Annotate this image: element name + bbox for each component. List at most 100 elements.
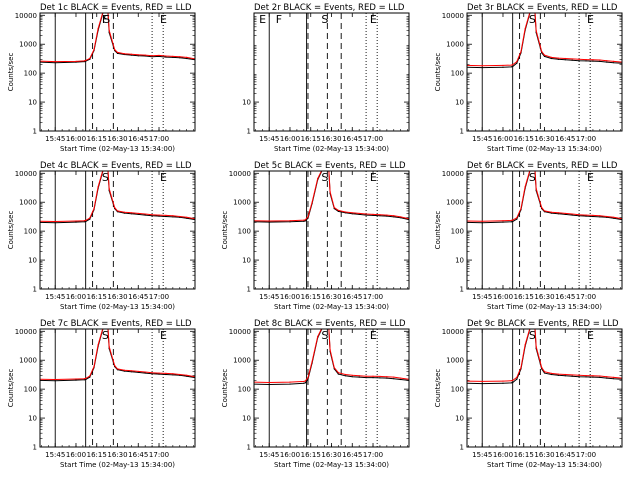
lld-data-point: [83, 220, 85, 222]
plot-frame: [39, 170, 196, 290]
lld-data-point: [186, 216, 188, 218]
lld-data-point: [613, 216, 615, 218]
lld-data-point: [606, 60, 608, 62]
lld-data-point: [400, 216, 402, 218]
x-axis-label: Start Time (02-May-13 15:34:00): [274, 461, 389, 469]
x-tick-label: 16:30: [107, 451, 127, 459]
x-tick-label: 16:30: [534, 293, 554, 301]
y-tick-label: 100: [451, 228, 464, 236]
panel-title: Det 8c BLACK = Events, RED = LLD: [254, 319, 406, 329]
x-tick-label: 16:00: [280, 135, 300, 143]
y-tick-label: 1: [247, 444, 251, 452]
lld-data-point: [144, 54, 146, 56]
lld-data-point: [613, 60, 615, 62]
plot-area: [40, 13, 195, 131]
y-axis-label: Counts/sec: [221, 369, 229, 408]
lld-data-point: [535, 30, 537, 32]
events-data-point: [75, 379, 77, 381]
flag-label: F: [276, 13, 282, 26]
x-tick-label: 16:45: [342, 135, 362, 143]
lld-data-point: [502, 380, 504, 382]
lld-data-point: [97, 186, 99, 188]
lld-data-point: [512, 219, 514, 221]
panel-title: Det 7c BLACK = Events, RED = LLD: [40, 319, 192, 329]
lld-data-point: [116, 210, 119, 212]
events-data-point: [393, 216, 395, 218]
lld-data-point: [510, 219, 512, 222]
events-data-point: [510, 66, 512, 68]
lld-data-point: [75, 378, 77, 380]
flag-label: S: [321, 171, 328, 184]
x-tick-label: 16:45: [342, 293, 362, 301]
lld-data-point: [502, 220, 504, 222]
lld-series-line: [40, 171, 195, 223]
flag-label: F: [102, 13, 108, 26]
events-data-point: [592, 215, 594, 218]
events-data-point: [123, 370, 126, 372]
lld-data-point: [89, 217, 91, 219]
lld-data-point: [585, 58, 587, 61]
lld-data-point: [592, 214, 594, 217]
events-data-point: [137, 371, 139, 373]
lld-data-point: [578, 214, 580, 216]
x-tick-label: 16:15: [87, 451, 107, 459]
lld-data-point: [550, 372, 553, 375]
lld-data-point: [557, 57, 559, 59]
lld-data-point: [123, 211, 126, 213]
lld-data-point: [54, 61, 56, 63]
y-tick-label: 10: [455, 415, 464, 423]
flag-label: S: [103, 13, 110, 26]
lld-data-point: [344, 211, 346, 213]
events-data-point: [303, 382, 305, 384]
lld-data-point: [557, 212, 559, 214]
events-series-line: [40, 329, 195, 382]
lld-data-point: [379, 375, 381, 378]
events-data-point: [123, 212, 126, 214]
y-tick-label: 10000: [442, 12, 464, 20]
panel-title: Det 5c BLACK = Events, RED = LLD: [254, 161, 406, 171]
events-data-point: [571, 59, 573, 61]
plot-area: [467, 13, 622, 131]
lld-data-point: [130, 53, 132, 55]
lld-data-point: [606, 215, 608, 218]
lld-data-point: [585, 374, 587, 377]
lld-data-point: [393, 376, 395, 378]
lld-data-point: [543, 54, 546, 56]
events-data-point: [351, 376, 353, 378]
x-axis-label: Start Time (02-May-13 15:34:00): [487, 145, 602, 153]
x-tick-label: 16:15: [87, 293, 107, 301]
panel-title: Det 9c BLACK = Events, RED = LLD: [467, 319, 619, 329]
lld-data-point: [510, 64, 512, 66]
events-data-point: [585, 60, 587, 62]
events-series-line: [467, 171, 622, 224]
events-data-point: [613, 378, 615, 380]
lld-data-point: [179, 215, 181, 218]
lld-data-point: [333, 207, 335, 209]
y-tick-label: 10000: [229, 170, 251, 178]
events-data-point: [599, 216, 601, 218]
lld-data-point: [516, 376, 518, 378]
events-data-point: [550, 212, 553, 214]
events-data-point: [351, 213, 353, 215]
events-data-point: [186, 375, 188, 377]
y-tick-label: 10: [455, 257, 464, 265]
events-data-point: [85, 378, 87, 381]
x-tick-label: 16:15: [301, 135, 321, 143]
lld-data-point: [372, 213, 374, 215]
events-data-point: [179, 57, 181, 59]
y-tick-label: 100: [238, 386, 251, 394]
events-data-point: [512, 381, 514, 384]
lld-data-point: [564, 373, 566, 376]
y-tick-label: 1000: [19, 199, 37, 207]
events-data-point: [599, 60, 601, 62]
events-data-point: [564, 59, 566, 61]
lld-data-point: [108, 188, 110, 190]
events-data-point: [130, 213, 132, 215]
lld-data-point: [83, 60, 85, 62]
lld-data-point: [571, 58, 573, 60]
lld-data-point: [571, 213, 573, 215]
lld-data-point: [520, 207, 522, 210]
events-data-point: [585, 376, 587, 378]
